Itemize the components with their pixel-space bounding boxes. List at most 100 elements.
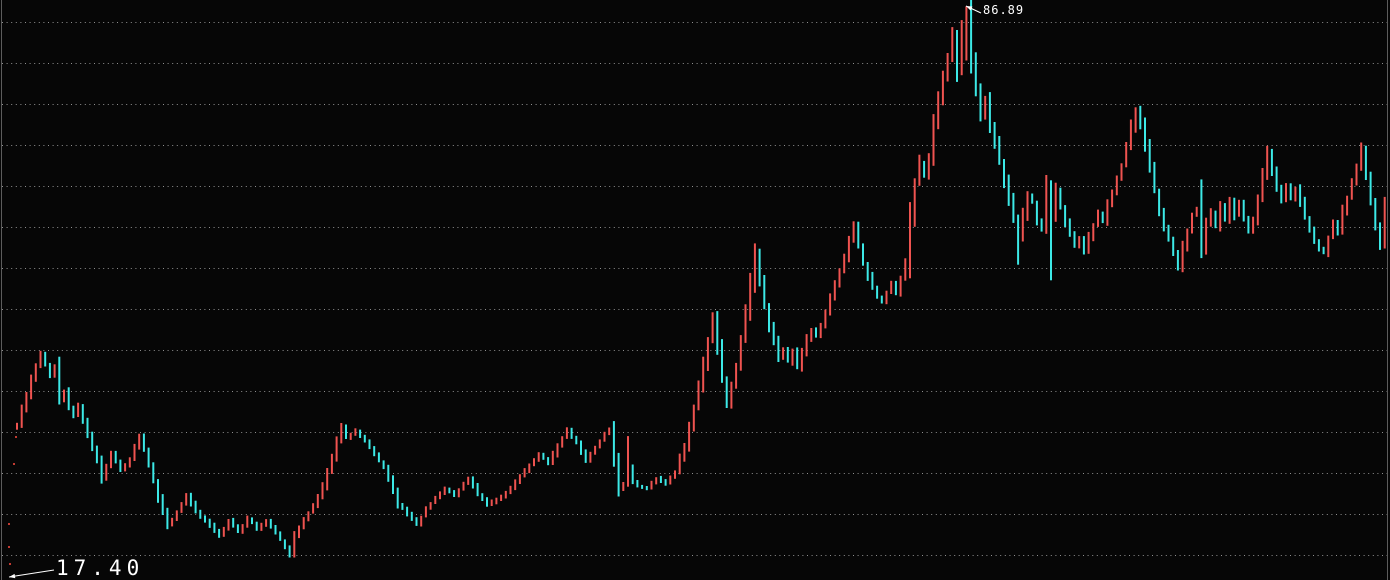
down-candle: [1317, 239, 1320, 252]
up-candle: [326, 468, 329, 491]
down-candle: [147, 447, 150, 468]
down-candle: [142, 433, 145, 452]
down-candle: [471, 476, 474, 489]
down-candle: [58, 356, 61, 405]
gridlines: [2, 22, 1387, 556]
down-candle: [1172, 236, 1175, 256]
up-candle: [514, 479, 517, 491]
up-candle: [608, 427, 611, 436]
up-candle: [321, 482, 324, 500]
up-candle: [782, 347, 785, 360]
up-candle: [885, 290, 888, 305]
down-candle: [1322, 246, 1325, 255]
up-candle: [1195, 206, 1198, 217]
up-candle: [1256, 194, 1259, 226]
down-candle: [1162, 207, 1165, 232]
up-candle: [1332, 219, 1334, 240]
down-candle: [382, 460, 385, 470]
up-candle: [913, 178, 916, 227]
stray-red-dots: [8, 436, 17, 565]
stray-red-dot: [8, 523, 10, 525]
up-candle: [434, 495, 437, 504]
down-candle: [1308, 216, 1311, 233]
up-candle: [730, 381, 733, 409]
down-candle: [1303, 196, 1306, 220]
up-candle: [1294, 186, 1297, 202]
down-candle: [1144, 117, 1146, 152]
down-candle: [1242, 199, 1245, 222]
up-candle: [1346, 195, 1349, 216]
up-candle: [462, 481, 465, 491]
down-candle: [1082, 236, 1085, 255]
up-candle: [330, 453, 333, 474]
down-candle: [1280, 184, 1283, 204]
down-candle: [152, 462, 155, 484]
up-candle: [260, 522, 263, 531]
down-candle: [157, 479, 159, 503]
up-candle: [1111, 189, 1114, 208]
down-candle: [988, 92, 991, 133]
up-candle: [222, 526, 225, 537]
up-candle: [298, 525, 300, 539]
down-candle: [570, 427, 573, 439]
up-candle: [899, 275, 902, 297]
period-high-label: 86.89: [983, 3, 1025, 17]
down-candle: [1364, 145, 1367, 180]
down-candle: [72, 405, 75, 419]
down-candle: [194, 500, 197, 514]
down-candle: [387, 464, 390, 482]
down-candle: [1040, 218, 1043, 232]
up-candle: [1078, 236, 1081, 249]
down-candle: [772, 321, 775, 346]
up-candle: [753, 243, 756, 293]
down-candle: [894, 280, 897, 296]
up-candle: [1087, 231, 1090, 254]
up-candle: [528, 463, 531, 474]
up-candle: [1238, 199, 1240, 217]
up-candle: [735, 362, 738, 389]
down-candle: [1068, 218, 1071, 237]
down-candle: [269, 518, 272, 529]
down-candle: [48, 362, 51, 379]
up-candle: [467, 476, 470, 485]
up-candle: [1209, 208, 1212, 227]
down-candle: [67, 387, 70, 411]
down-candle: [396, 487, 399, 509]
up-candle: [603, 431, 606, 442]
down-candle: [1101, 211, 1104, 224]
up-candle: [34, 363, 37, 382]
period-low-label: 17.40: [56, 556, 145, 580]
up-candle: [692, 404, 695, 432]
down-candle: [974, 52, 977, 97]
up-candle: [1134, 107, 1137, 133]
up-candle: [533, 458, 535, 467]
up-candle: [622, 482, 625, 491]
down-candle: [815, 327, 817, 338]
up-candle: [495, 497, 498, 505]
down-candle: [1158, 188, 1161, 217]
down-candle: [213, 522, 216, 533]
up-candle: [918, 154, 921, 186]
up-candle: [556, 443, 559, 458]
up-candle: [523, 468, 526, 478]
up-candle: [227, 519, 230, 531]
down-candle: [232, 517, 235, 528]
down-candle: [612, 421, 615, 467]
up-candle: [1205, 217, 1208, 255]
down-candle: [1200, 179, 1203, 259]
down-candle: [100, 455, 103, 484]
up-candle: [984, 95, 987, 120]
down-candle: [1064, 205, 1067, 228]
down-candle: [204, 515, 206, 523]
down-candle: [645, 486, 648, 491]
down-candle: [1289, 183, 1292, 201]
down-candle: [876, 285, 879, 299]
up-candle: [1355, 163, 1358, 186]
down-candle: [448, 487, 451, 494]
up-candle: [927, 153, 930, 180]
down-candle: [373, 446, 376, 457]
down-candle: [1247, 215, 1250, 234]
up-candle: [1285, 183, 1287, 203]
